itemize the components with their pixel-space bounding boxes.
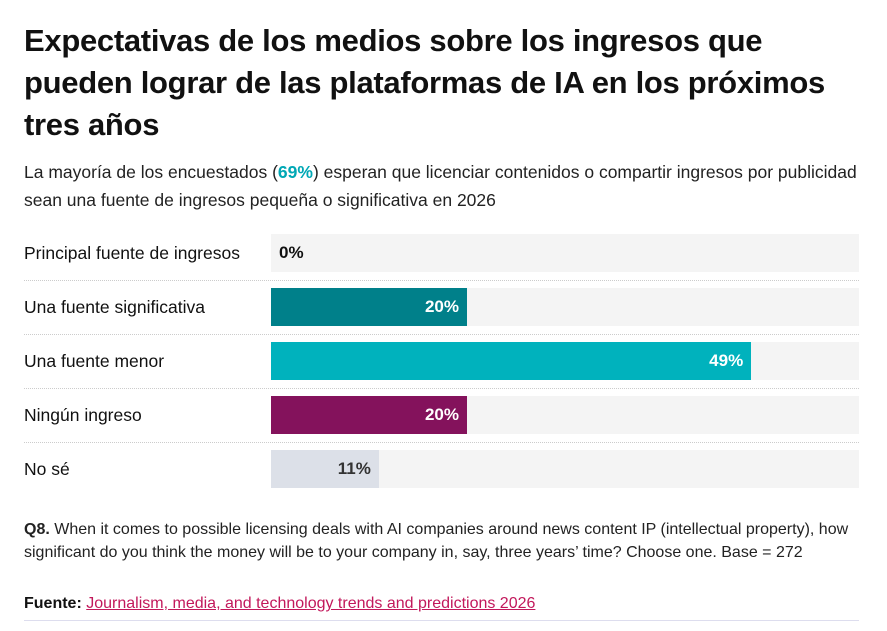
category-label: Principal fuente de ingresos [24,243,240,263]
category-label: No sé [24,459,70,479]
bar [271,396,467,434]
row-separator [24,442,859,443]
subtitle-text: ) esperan que licenciar contenidos o com… [24,162,857,210]
chart-title: Expectativas de los medios sobre los ing… [24,23,825,142]
subtitle-text: La mayoría de los encuestados ( [24,162,278,182]
bar-track: 20% [271,288,859,326]
bar-row: Una fuente significativa 20% [24,288,859,326]
bar-row: Ningún ingreso 20% [24,396,859,434]
subtitle-highlight: 69% [277,162,313,182]
source-label: Fuente: [24,595,82,612]
bar [271,342,752,380]
bar-track: 0% [271,234,859,272]
value-label: 20% [424,297,459,316]
source: Fuente: Journalism, media, and technolog… [24,593,535,615]
category-label: Una fuente significativa [24,297,205,317]
value-label: 20% [424,405,459,424]
category-label: Una fuente menor [24,351,165,371]
bar-row: Principal fuente de ingresos 0% [24,234,859,272]
bar [271,450,379,488]
chart-subtitle: La mayoría de los encuestados (69%) espe… [24,158,874,214]
divider [24,620,859,621]
bar-row: No sé 11% [24,450,859,488]
note-text: When it comes to possible licensing deal… [24,521,849,561]
row-separator [24,388,859,389]
row-separator [24,334,859,335]
question-note: Q8. When it comes to possible licensing … [24,518,874,564]
bar-row: Una fuente menor 49% [24,342,859,380]
bar-track: 20% [271,396,859,434]
category-label: Ningún ingreso [24,405,142,425]
source-link[interactable]: Journalism, media, and technology trends… [86,595,536,612]
row-separator [24,280,859,281]
value-label: 49% [709,351,744,370]
bar-track: 11% [271,450,859,488]
value-label: 11% [337,459,371,478]
bar [271,288,467,326]
note-label: Q8. [24,521,50,538]
value-label: 0% [279,243,304,262]
bar-track: 49% [271,342,859,380]
